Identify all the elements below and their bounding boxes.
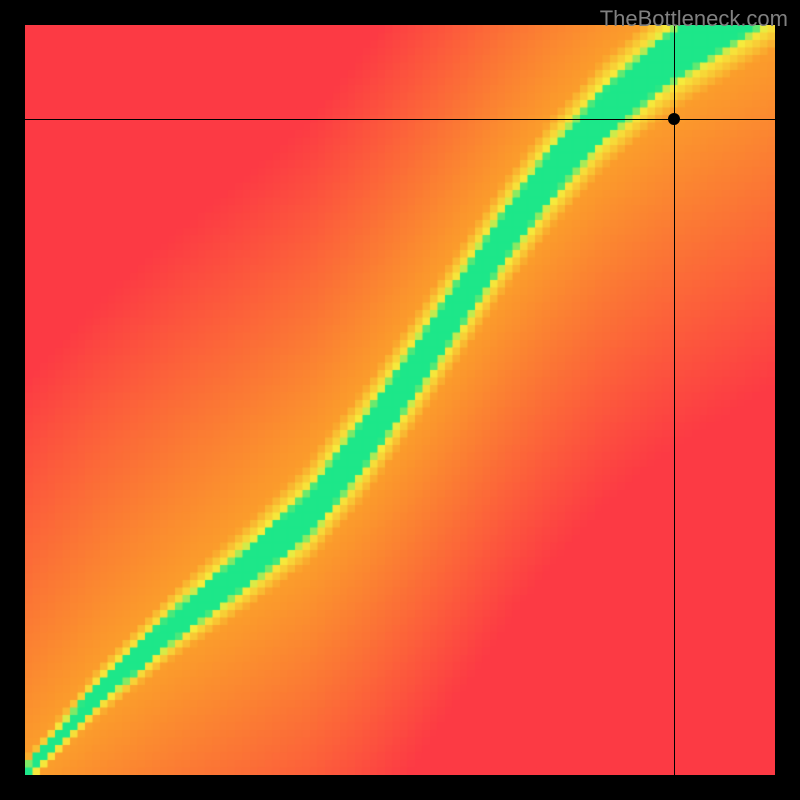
crosshair-vertical — [674, 25, 675, 775]
chart-container: TheBottleneck.com — [0, 0, 800, 800]
crosshair-horizontal — [25, 119, 775, 120]
heatmap-canvas — [25, 25, 775, 775]
watermark-text: TheBottleneck.com — [600, 6, 788, 32]
plot-area — [25, 25, 775, 775]
crosshair-marker — [668, 113, 680, 125]
